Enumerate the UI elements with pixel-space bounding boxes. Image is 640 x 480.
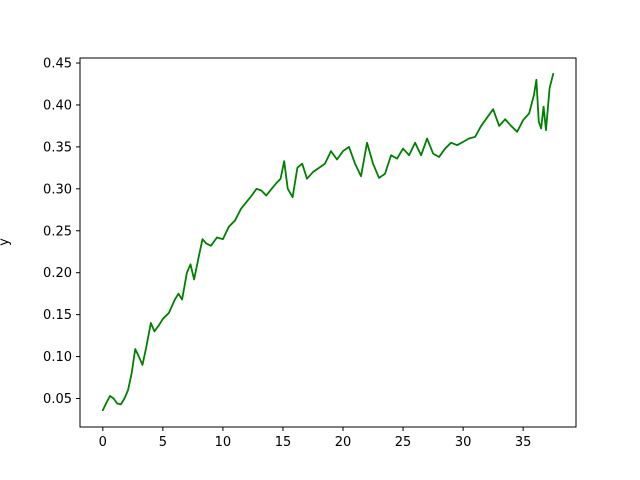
y-tick-label: 0.10 — [43, 350, 72, 365]
y-tick-label: 0.45 — [43, 57, 72, 72]
x-tick-label: 35 — [515, 435, 532, 450]
plot-area — [80, 58, 576, 427]
x-tick-label: 15 — [275, 435, 292, 450]
x-tick-label: 10 — [215, 435, 232, 450]
plot-frame — [79, 57, 577, 428]
y-tick-label: 0.30 — [43, 182, 72, 197]
y-axis-label: y — [0, 238, 12, 246]
y-tick-label: 0.20 — [43, 266, 72, 281]
y-tick-label: 0.25 — [43, 224, 72, 239]
y-axis: 0.05 0.10 0.15 0.20 0.25 0.30 0.35 0.40 0.45 — [43, 57, 80, 407]
y-tick-label: 0.40 — [43, 98, 72, 113]
y-tick-label: 0.05 — [43, 392, 72, 407]
data-line — [101, 73, 555, 412]
x-tick-label: 0 — [99, 435, 107, 450]
x-axis: 0 5 10 15 20 25 30 35 — [99, 427, 532, 450]
y-tick-label: 0.15 — [43, 308, 72, 323]
x-tick-label: 25 — [395, 435, 412, 450]
x-tick-label: 5 — [159, 435, 167, 450]
y-tick-label: 0.35 — [43, 140, 72, 155]
x-tick-label: 20 — [335, 435, 352, 450]
x-tick-label: 30 — [455, 435, 472, 450]
